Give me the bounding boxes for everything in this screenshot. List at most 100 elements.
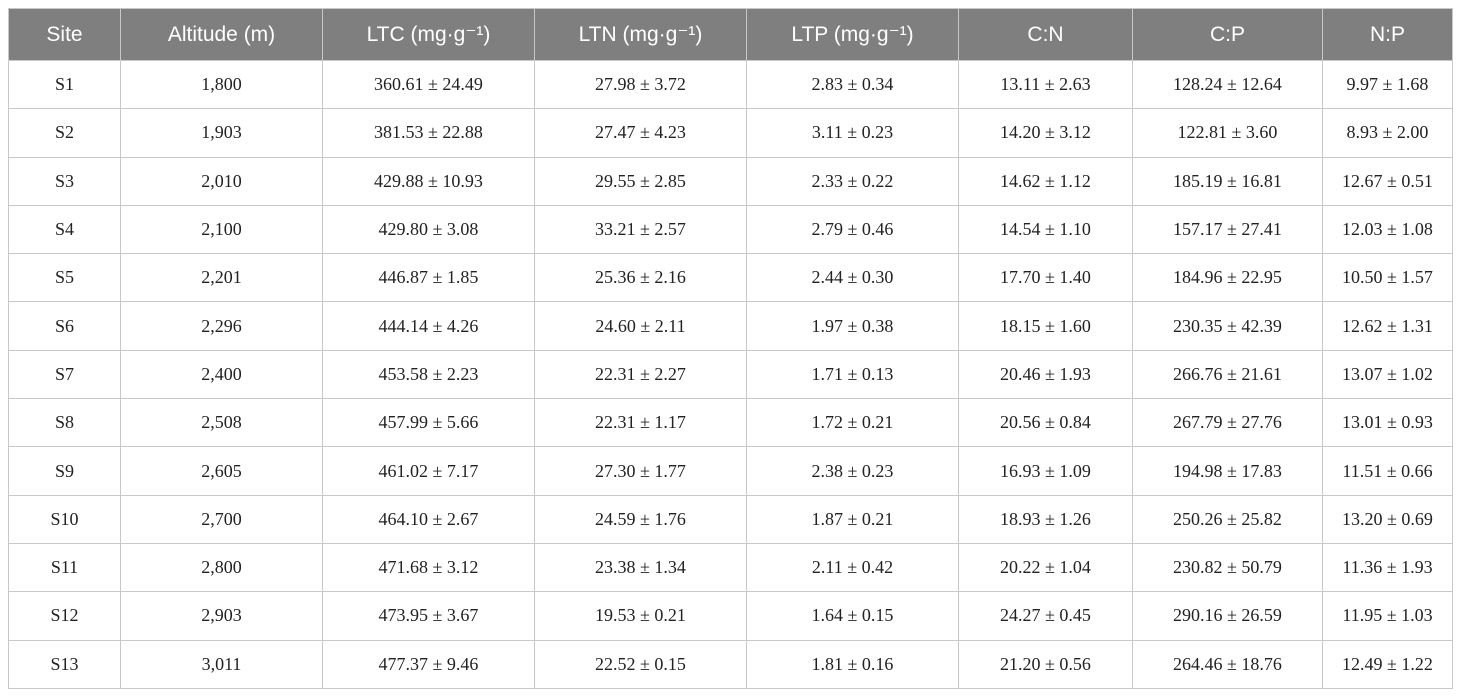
table-cell: 250.26 ± 25.82 xyxy=(1132,494,1323,544)
table-cell: 2,605 xyxy=(120,446,323,496)
table-cell: 11.95 ± 1.03 xyxy=(1322,591,1453,641)
table-row: S4 2,100 429.80 ± 3.08 33.21 ± 2.57 2.79 ± 0… xyxy=(8,204,1453,255)
table-cell: 1,903 xyxy=(120,108,323,158)
table-cell: 12.03 ± 1.08 xyxy=(1322,204,1453,255)
table-cell: 25.36 ± 2.16 xyxy=(534,253,747,303)
table-cell: S3 xyxy=(8,156,121,206)
table-cell: 12.62 ± 1.31 xyxy=(1322,301,1453,351)
table-cell: 10.50 ± 1.57 xyxy=(1322,253,1453,303)
table-cell: 1.97 ± 0.38 xyxy=(746,301,959,351)
header-cell: C:P xyxy=(1132,8,1323,61)
table-cell: 185.19 ± 16.81 xyxy=(1132,156,1323,206)
table-cell: S8 xyxy=(8,398,121,448)
table-cell: 3.11 ± 0.23 xyxy=(746,108,959,158)
table-cell: S2 xyxy=(8,108,121,158)
header-cell: LTN (mg·g⁻¹) xyxy=(534,8,747,61)
table-cell: 24.59 ± 1.76 xyxy=(534,494,747,544)
table-cell: 230.35 ± 42.39 xyxy=(1132,301,1323,351)
table-row: S10 2,700 464.10 ± 2.67 24.59 ± 1.76 1.87 ± … xyxy=(8,494,1453,544)
table-cell: 33.21 ± 2.57 xyxy=(534,204,747,255)
table-cell: 2.33 ± 0.22 xyxy=(746,156,959,206)
table-cell: 16.93 ± 1.09 xyxy=(958,446,1133,496)
header-cell: Site xyxy=(8,8,121,61)
table-cell: 1.81 ± 0.16 xyxy=(746,639,959,689)
table-cell: S9 xyxy=(8,446,121,496)
table-row: S8 2,508 457.99 ± 5.66 22.31 ± 1.17 1.72 ± 0… xyxy=(8,398,1453,448)
table-cell: S7 xyxy=(8,349,121,400)
table-cell: 2,100 xyxy=(120,204,323,255)
table-cell: 13.20 ± 0.69 xyxy=(1322,494,1453,544)
table-cell: 12.67 ± 0.51 xyxy=(1322,156,1453,206)
table-cell: 2,903 xyxy=(120,591,323,641)
table-cell: 264.46 ± 18.76 xyxy=(1132,639,1323,689)
table-cell: 13.11 ± 2.63 xyxy=(958,59,1133,110)
table-cell: 194.98 ± 17.83 xyxy=(1132,446,1323,496)
table-cell: 230.82 ± 50.79 xyxy=(1132,542,1323,593)
table-cell: 18.93 ± 1.26 xyxy=(958,494,1133,544)
table-cell: 1.64 ± 0.15 xyxy=(746,591,959,641)
table-cell: S5 xyxy=(8,253,121,303)
table-row: S1 1,800 360.61 ± 24.49 27.98 ± 3.72 2.83 ± … xyxy=(8,59,1453,110)
table-cell: 17.70 ± 1.40 xyxy=(958,253,1133,303)
table-cell: 2,296 xyxy=(120,301,323,351)
table-cell: 446.87 ± 1.85 xyxy=(322,253,535,303)
table-cell: 1.72 ± 0.21 xyxy=(746,398,959,448)
table-cell: 2.11 ± 0.42 xyxy=(746,542,959,593)
header-cell: LTC (mg·g⁻¹) xyxy=(322,8,535,61)
table-cell: 461.02 ± 7.17 xyxy=(322,446,535,496)
table-cell: S10 xyxy=(8,494,121,544)
table-row: S6 2,296 444.14 ± 4.26 24.60 ± 2.11 1.97 ± 0… xyxy=(8,301,1453,351)
table-cell: 429.88 ± 10.93 xyxy=(322,156,535,206)
table-cell: 13.01 ± 0.93 xyxy=(1322,398,1453,448)
table-cell: 1,800 xyxy=(120,59,323,110)
table-cell: 2,010 xyxy=(120,156,323,206)
table-cell: 429.80 ± 3.08 xyxy=(322,204,535,255)
header-row: Site Altitude (m) LTC (mg·g⁻¹) LTN (mg·g⁻¹)… xyxy=(8,8,1453,61)
table-cell: 381.53 ± 22.88 xyxy=(322,108,535,158)
table-row: S11 2,800 471.68 ± 3.12 23.38 ± 1.34 2.11 ± … xyxy=(8,542,1453,593)
table-cell: 2,201 xyxy=(120,253,323,303)
table-row: S3 2,010 429.88 ± 10.93 29.55 ± 2.85 2.33 ± … xyxy=(8,156,1453,206)
table-cell: 20.22 ± 1.04 xyxy=(958,542,1133,593)
table-cell: 14.20 ± 3.12 xyxy=(958,108,1133,158)
table-cell: 22.52 ± 0.15 xyxy=(534,639,747,689)
table-cell: 20.46 ± 1.93 xyxy=(958,349,1133,400)
table-cell: 22.31 ± 2.27 xyxy=(534,349,747,400)
table-cell: 184.96 ± 22.95 xyxy=(1132,253,1323,303)
table-cell: 11.36 ± 1.93 xyxy=(1322,542,1453,593)
table-cell: 2,800 xyxy=(120,542,323,593)
table-cell: 27.47 ± 4.23 xyxy=(534,108,747,158)
table-cell: 1.71 ± 0.13 xyxy=(746,349,959,400)
table-cell: 14.54 ± 1.10 xyxy=(958,204,1133,255)
table-cell: S12 xyxy=(8,591,121,641)
table-cell: 23.38 ± 1.34 xyxy=(534,542,747,593)
table-cell: S13 xyxy=(8,639,121,689)
table-cell: 267.79 ± 27.76 xyxy=(1132,398,1323,448)
table-cell: 473.95 ± 3.67 xyxy=(322,591,535,641)
table-cell: 471.68 ± 3.12 xyxy=(322,542,535,593)
table-cell: 2,400 xyxy=(120,349,323,400)
table-cell: 464.10 ± 2.67 xyxy=(322,494,535,544)
table-row: S5 2,201 446.87 ± 1.85 25.36 ± 2.16 2.44 ± 0… xyxy=(8,253,1453,303)
table-row: S9 2,605 461.02 ± 7.17 27.30 ± 1.77 2.38 ± 0… xyxy=(8,446,1453,496)
table-cell: 3,011 xyxy=(120,639,323,689)
table-cell: 13.07 ± 1.02 xyxy=(1322,349,1453,400)
header-cell: C:N xyxy=(958,8,1133,61)
table-cell: 24.27 ± 0.45 xyxy=(958,591,1133,641)
table-cell: 2.38 ± 0.23 xyxy=(746,446,959,496)
header-cell: N:P xyxy=(1322,8,1453,61)
table-cell: 266.76 ± 21.61 xyxy=(1132,349,1323,400)
table-cell: 128.24 ± 12.64 xyxy=(1132,59,1323,110)
table-cell: 122.81 ± 3.60 xyxy=(1132,108,1323,158)
table-cell: 27.30 ± 1.77 xyxy=(534,446,747,496)
table-cell: 453.58 ± 2.23 xyxy=(322,349,535,400)
table-cell: 290.16 ± 26.59 xyxy=(1132,591,1323,641)
table-cell: 477.37 ± 9.46 xyxy=(322,639,535,689)
header-cell: Altitude (m) xyxy=(120,8,323,61)
table-cell: 2.79 ± 0.46 xyxy=(746,204,959,255)
table-cell: 2.83 ± 0.34 xyxy=(746,59,959,110)
table-cell: 2,700 xyxy=(120,494,323,544)
table-cell: 21.20 ± 0.56 xyxy=(958,639,1133,689)
table-cell: 2,508 xyxy=(120,398,323,448)
